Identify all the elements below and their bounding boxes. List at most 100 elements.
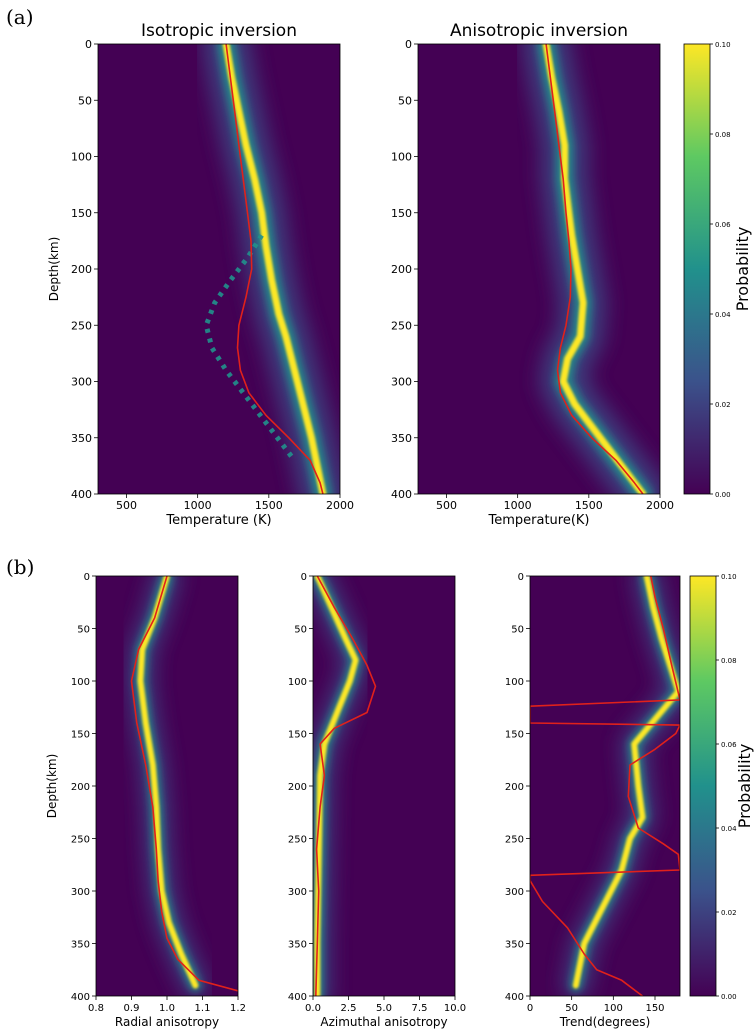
x-tick-label: 0.9 [124, 1003, 140, 1014]
y-tick-label: 150 [71, 730, 90, 741]
y-tick-label: 0 [301, 572, 307, 583]
y-tick-label: 50 [78, 94, 92, 107]
y-tick-label: 200 [391, 263, 412, 276]
x-tick-label: 7.5 [412, 1003, 428, 1014]
y-tick-label: 350 [288, 940, 307, 951]
x-tick-label: 5.0 [376, 1003, 392, 1014]
colorbar-tick-label: 0.10 [715, 41, 731, 49]
x-tick-label: 1.2 [230, 1003, 246, 1014]
y-tick-label: 50 [398, 94, 412, 107]
colorbar-b-gradient [689, 575, 717, 997]
y-tick-label: 400 [71, 992, 90, 1003]
x-tick-label: 150 [645, 1003, 664, 1014]
colorbar-tick-label: 0.08 [721, 657, 737, 665]
x-tick-label: 1500 [255, 499, 283, 512]
y-tick-label: 100 [505, 677, 524, 688]
y-tick-label: 250 [288, 835, 307, 846]
colorbar-a-ticks: 0.10 0.08 0.06 0.04 0.02 0.00 [710, 41, 731, 499]
x-tick-label: 0.0 [305, 1003, 321, 1014]
reference-model-line [225, 44, 324, 494]
heatmap-layer [523, 44, 660, 494]
x-tick-label: 100 [604, 1003, 623, 1014]
y-tick-label: 300 [71, 376, 92, 389]
y-tick-label: 250 [505, 835, 524, 846]
chart-anisotropic-inversion: 0 50 100 150 200 250 300 350 400 500 1000 1500 2000 T… [391, 21, 674, 528]
reference-model-line [530, 576, 680, 996]
reference-model-line [130, 576, 238, 992]
x-tick-label: 1500 [575, 499, 603, 512]
y-tick-label: 150 [71, 207, 92, 220]
heatmap-layer [313, 576, 377, 996]
colorbar-tick-label: 0.02 [715, 401, 731, 409]
x-tick-label: 1.0 [159, 1003, 175, 1014]
probability-ridge [542, 44, 647, 494]
x-tick-label: 1000 [504, 499, 532, 512]
x-axis-label: Temperature(K) [487, 513, 589, 528]
y-tick-label: 400 [391, 488, 412, 501]
y-tick-label: 250 [391, 319, 412, 332]
y-tick-label: 400 [71, 488, 92, 501]
reference-model-line [315, 576, 377, 996]
y-tick-label: 350 [505, 940, 524, 951]
y-tick-label: 250 [71, 835, 90, 846]
chart-title: Isotropic inversion [141, 21, 297, 41]
x-tick-label: 2000 [326, 499, 354, 512]
x-tick-label: 0 [527, 1003, 533, 1014]
y-tick-label: 400 [505, 992, 524, 1003]
y-tick-label: 350 [71, 940, 90, 951]
x-tick-label: 500 [436, 499, 457, 512]
x-axis-label: Radial anisotropy [115, 1015, 219, 1029]
y-tick-label: 250 [71, 319, 92, 332]
y-tick-label: 200 [71, 263, 92, 276]
probability-ridge [137, 576, 199, 989]
x-tick-label: 50 [565, 1003, 578, 1014]
y-tick-label: 300 [288, 887, 307, 898]
y-tick-label: 200 [71, 782, 90, 793]
reference-model-line [545, 44, 644, 494]
y-tick-label: 100 [71, 677, 90, 688]
colorbar-a: 0.10 0.08 0.06 0.04 0.02 0.00 Probability [683, 41, 752, 499]
y-tick-label: 100 [288, 677, 307, 688]
y-tick-label: 0 [405, 38, 412, 51]
colorbar-b-label: Probability [735, 744, 754, 829]
y-tick-label: 0 [518, 572, 524, 583]
colorbar-a-label: Probability [733, 227, 752, 312]
panel-label-b: (b) [6, 555, 34, 579]
y-axis-label: Depth(km) [47, 237, 61, 302]
colorbar-tick-label: 0.06 [715, 221, 731, 229]
x-tick-label: 500 [116, 499, 137, 512]
x-axis-label: Trend(degrees) [559, 1015, 651, 1029]
y-tick-label: 50 [511, 625, 524, 636]
panel-label-a: (a) [6, 5, 34, 29]
heatmap-layer [530, 576, 680, 996]
colorbar-tick-label: 0.00 [721, 993, 737, 1001]
x-tick-label: 2000 [646, 499, 674, 512]
colorbar-tick-label: 0.04 [715, 311, 731, 319]
x-tick-label: 1.1 [195, 1003, 211, 1014]
colorbar-b-ticks: 0.10 0.08 0.06 0.04 0.02 0.00 [716, 573, 737, 1001]
y-tick-label: 200 [288, 782, 307, 793]
dotted-probability-branch [203, 233, 297, 462]
y-tick-label: 350 [391, 432, 412, 445]
y-axis-label: Depth(km) [45, 754, 59, 819]
colorbar-b: 0.10 0.08 0.06 0.04 0.02 0.00 Probability [689, 573, 754, 1001]
probability-ridge [222, 44, 327, 494]
colorbar-tick-label: 0.00 [715, 491, 731, 499]
chart-isotropic-inversion: 0 50 100 150 200 250 300 350 400 500 1000 1500 2000 T… [47, 21, 354, 528]
probability-ridge [572, 576, 680, 989]
y-tick-label: 300 [505, 887, 524, 898]
x-tick-label: 1000 [184, 499, 212, 512]
y-tick-label: 200 [505, 782, 524, 793]
y-tick-label: 300 [71, 887, 90, 898]
colorbar-tick-label: 0.02 [721, 909, 737, 917]
y-tick-label: 150 [288, 730, 307, 741]
y-tick-label: 0 [84, 572, 90, 583]
heatmap-layer [203, 44, 340, 494]
y-tick-label: 350 [71, 432, 92, 445]
colorbar-tick-label: 0.04 [721, 825, 737, 833]
colorbar-tick-label: 0.06 [721, 741, 737, 749]
colorbar-a-gradient [683, 43, 711, 495]
